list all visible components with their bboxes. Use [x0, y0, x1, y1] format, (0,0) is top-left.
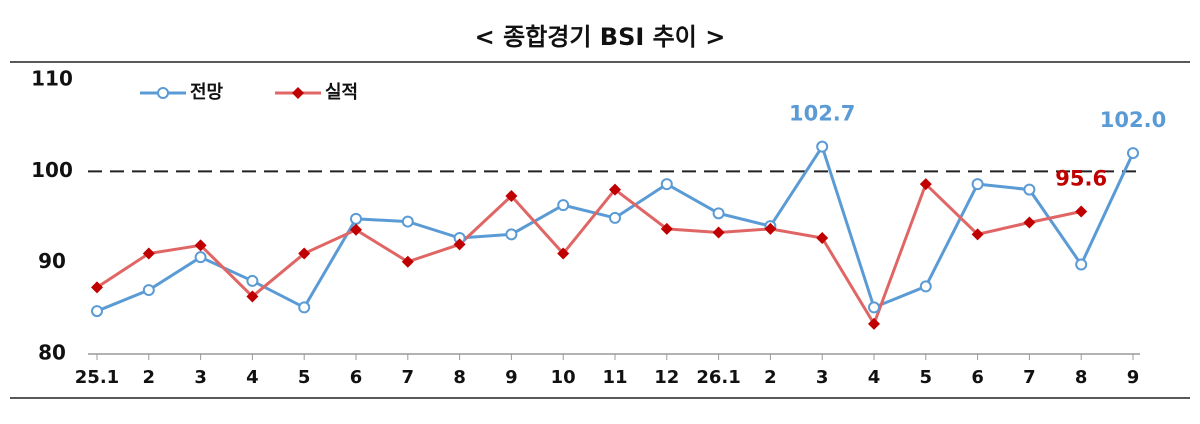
- data-point: [971, 178, 984, 191]
- data-point: [609, 211, 621, 224]
- legend-marker: [292, 87, 304, 99]
- x-tick-label: 3: [194, 367, 207, 388]
- x-tick-label: 12: [654, 367, 679, 388]
- data-point: [298, 301, 311, 314]
- data-point: [712, 226, 725, 239]
- data-point: [91, 305, 103, 318]
- x-tick-label: 7: [402, 367, 415, 388]
- x-tick-label: 26.1: [696, 367, 740, 388]
- value-label: 102.7: [789, 102, 855, 126]
- data-point: [91, 281, 103, 294]
- data-point: [1075, 258, 1088, 271]
- chart-title: < 종합경기 BSI 추이 >: [475, 23, 726, 51]
- data-point: [298, 247, 311, 260]
- data-point: [919, 178, 932, 191]
- value-label: 102.0: [1100, 108, 1166, 132]
- data-point: [453, 238, 466, 251]
- data-point: [350, 212, 362, 225]
- x-tick-label: 8: [453, 367, 466, 388]
- data-point: [1127, 147, 1139, 160]
- y-tick-label: 110: [31, 67, 73, 91]
- data-point: [557, 247, 570, 260]
- data-point: [816, 232, 829, 245]
- data-point: [505, 228, 518, 241]
- x-tick-label: 9: [1127, 367, 1140, 388]
- x-tick-label: 4: [246, 367, 259, 388]
- value-label: 95.6: [1055, 167, 1107, 191]
- data-point: [660, 222, 673, 235]
- x-tick-label: 11: [602, 367, 627, 388]
- data-point: [246, 274, 259, 287]
- x-tick-label: 10: [551, 367, 576, 388]
- data-point: [764, 222, 777, 235]
- x-tick-label: 25.1: [75, 367, 119, 388]
- data-point: [1075, 205, 1088, 218]
- x-tick-label: 4: [868, 367, 881, 388]
- series-line: [96, 181, 1082, 328]
- data-point: [401, 215, 414, 228]
- data-point: [142, 247, 155, 260]
- data-point: [868, 317, 880, 330]
- data-point: [919, 280, 932, 293]
- x-tick-label: 3: [816, 367, 829, 388]
- y-tick-label: 100: [31, 158, 73, 182]
- data-point: [816, 140, 829, 153]
- x-tick-label: 7: [1023, 367, 1036, 388]
- y-tick-label: 90: [38, 249, 66, 273]
- data-point: [1023, 216, 1036, 229]
- x-tick-label: 6: [350, 367, 363, 388]
- data-point: [194, 251, 207, 264]
- x-tick-label: 5: [298, 367, 311, 388]
- legend-label: 실적: [325, 82, 358, 103]
- x-tick-label: 6: [971, 367, 984, 388]
- x-tick-label: 2: [143, 367, 156, 388]
- x-tick-label: 2: [764, 367, 777, 388]
- data-point: [609, 183, 621, 196]
- data-point: [350, 223, 362, 236]
- x-tick-label: 8: [1075, 367, 1088, 388]
- x-tick-label: 9: [505, 367, 518, 388]
- data-point: [971, 228, 984, 241]
- data-point: [505, 189, 518, 202]
- data-point: [142, 284, 155, 297]
- data-point: [194, 239, 207, 252]
- data-point: [246, 290, 259, 303]
- legend-label: 전망: [190, 82, 224, 103]
- data-point: [712, 207, 725, 220]
- data-point: [401, 255, 414, 268]
- data-point: [868, 301, 880, 314]
- y-tick-label: 80: [38, 341, 66, 365]
- data-point: [660, 178, 673, 191]
- data-point: [557, 199, 570, 212]
- legend-marker: [157, 87, 169, 99]
- data-point: [1023, 183, 1036, 196]
- x-tick-label: 5: [920, 367, 933, 388]
